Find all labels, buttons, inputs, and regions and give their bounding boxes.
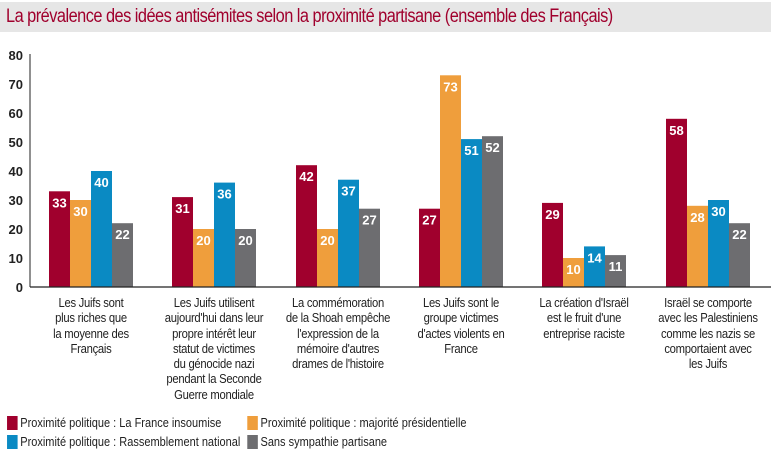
x-tick-label: Les Juifs sont plus riches que la moyenne …	[53, 296, 129, 356]
bar-value-label: 20	[320, 233, 334, 248]
y-tick-label: 50	[9, 135, 23, 150]
bar-value-label: 36	[217, 187, 231, 202]
bar-value-label: 14	[587, 250, 602, 265]
bar	[49, 191, 70, 287]
title-bar: La prévalence des idées antisémites selo…	[0, 2, 771, 32]
bar	[687, 205, 708, 287]
bar	[440, 75, 461, 287]
bar-value-label: 22	[115, 227, 129, 242]
bar	[193, 229, 214, 287]
bar	[584, 246, 605, 287]
legend-swatch-sans	[247, 435, 258, 449]
bar	[296, 165, 317, 287]
bar	[112, 223, 133, 287]
x-tick-label: Israël se comporte avec les Palestiniens c…	[658, 296, 758, 372]
bar	[338, 179, 359, 287]
legend-swatch-rn	[7, 435, 18, 449]
bar	[317, 229, 338, 287]
legend-item-lfi: Proximité politique : La France insoumis…	[7, 415, 221, 431]
bar	[214, 182, 235, 287]
bar-value-label: 20	[238, 233, 252, 248]
bar-value-label: 11	[609, 259, 623, 274]
bar-value-label: 27	[422, 213, 436, 228]
bar-value-label: 20	[196, 233, 210, 248]
bar-value-label: 40	[94, 175, 108, 190]
bar	[461, 139, 482, 287]
x-tick-label: La commémoration de la Shoah empêche l'exp…	[285, 296, 391, 372]
legend-label-sans: Sans sympathie partisane	[260, 435, 388, 449]
bar-value-label: 30	[711, 204, 725, 219]
bar-value-label: 51	[464, 143, 478, 158]
legend-label-majorite: Proximité politique : majorité président…	[260, 416, 467, 430]
legend-item-rn: Proximité politique : Rassemblement nati…	[7, 434, 240, 450]
bar-value-label: 28	[690, 210, 704, 225]
bar	[729, 223, 750, 287]
y-tick-label: 10	[9, 251, 23, 266]
chart-title: La prévalence des idées antisémites selo…	[6, 6, 613, 27]
bar	[359, 208, 380, 287]
bar	[542, 202, 563, 287]
legend-item-majorite: Proximité politique : majorité président…	[247, 415, 467, 431]
legend-label-rn: Proximité politique : Rassemblement nati…	[20, 435, 241, 449]
legend-swatch-lfi	[7, 416, 18, 430]
bar	[563, 258, 584, 287]
bar	[172, 197, 193, 287]
bar	[605, 255, 626, 287]
legend-swatch-majorite	[247, 416, 258, 430]
x-tick-label: La création d'Israël est le fruit d'une en…	[539, 296, 629, 341]
bar-value-label: 30	[73, 204, 87, 219]
y-tick-label: 20	[9, 222, 23, 237]
bar-value-label: 27	[362, 213, 376, 228]
bar	[91, 171, 112, 287]
bar-value-label: 37	[341, 184, 355, 199]
bar-value-label: 10	[566, 262, 580, 277]
bar	[708, 200, 729, 287]
bar-value-label: 42	[299, 169, 313, 184]
bar-value-label: 29	[545, 207, 559, 222]
bar-value-label: 31	[175, 201, 189, 216]
bar-value-label: 52	[485, 140, 499, 155]
bar	[235, 229, 256, 287]
bar-value-label: 58	[669, 123, 683, 138]
bar	[482, 136, 503, 287]
bar	[419, 208, 440, 287]
legend-label-lfi: Proximité politique : La France insoumis…	[20, 416, 222, 430]
bar-value-label: 33	[52, 195, 66, 210]
x-tick-label: Les Juifs utilisent aujourd'hui dans leur…	[164, 296, 264, 402]
bar	[666, 118, 687, 287]
x-tick-label: Les Juifs sont le groupe victimes d'actes …	[417, 296, 505, 356]
legend-item-sans: Sans sympathie partisane	[247, 434, 387, 450]
y-tick-label: 40	[9, 164, 23, 179]
y-tick-label: 70	[9, 77, 23, 92]
y-tick-label: 80	[9, 48, 23, 63]
y-tick-label: 60	[9, 106, 23, 121]
bar-value-label: 73	[443, 79, 457, 94]
bar	[70, 200, 91, 287]
bar-value-label: 22	[732, 227, 746, 242]
y-tick-label: 30	[9, 193, 23, 208]
y-tick-label: 0	[16, 280, 23, 295]
